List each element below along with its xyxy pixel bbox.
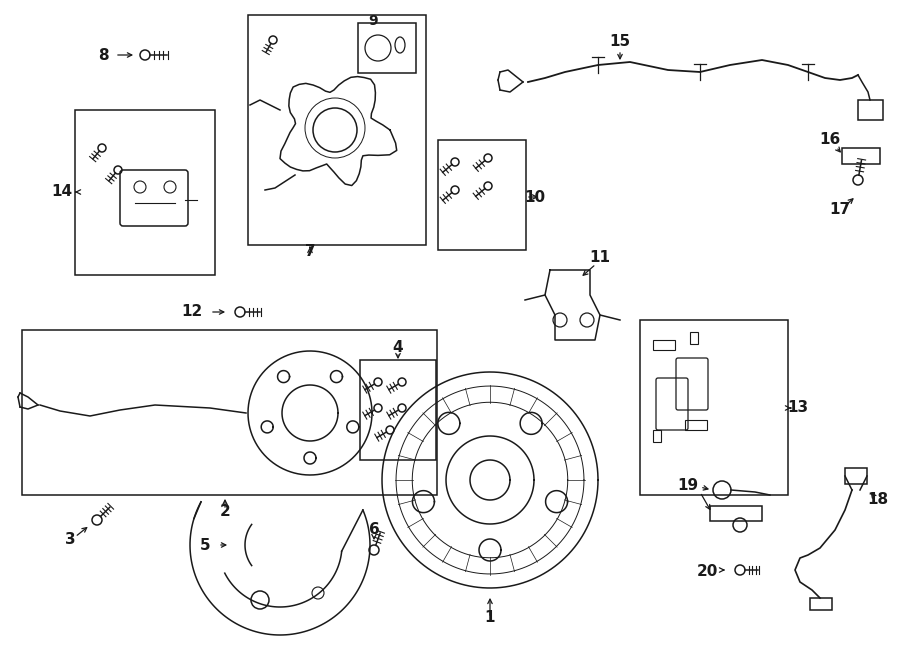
Text: 18: 18 <box>868 493 888 508</box>
Text: 16: 16 <box>819 132 841 148</box>
Text: 19: 19 <box>678 477 698 493</box>
Bar <box>653 430 661 442</box>
Bar <box>248 15 426 245</box>
Text: 20: 20 <box>697 565 717 579</box>
Text: 8: 8 <box>98 48 108 62</box>
Bar <box>842 148 880 164</box>
Bar <box>858 100 883 120</box>
Bar <box>845 468 867 484</box>
Text: 17: 17 <box>830 203 850 218</box>
Bar <box>810 598 832 610</box>
Text: 3: 3 <box>65 532 76 547</box>
Bar <box>358 23 416 73</box>
Bar <box>640 320 788 495</box>
Text: 2: 2 <box>220 504 230 520</box>
Text: 7: 7 <box>305 244 315 260</box>
Text: 6: 6 <box>369 522 380 538</box>
Text: 11: 11 <box>590 250 610 265</box>
Text: 15: 15 <box>609 34 631 50</box>
Bar <box>360 360 436 460</box>
Bar <box>22 330 437 495</box>
Text: 12: 12 <box>182 305 202 320</box>
Bar <box>685 420 707 430</box>
Text: 10: 10 <box>525 189 545 205</box>
Text: 13: 13 <box>788 401 808 416</box>
Bar <box>75 110 215 275</box>
Bar <box>690 332 698 344</box>
Bar <box>653 340 675 350</box>
Text: 1: 1 <box>485 610 495 626</box>
Bar <box>438 140 526 250</box>
Text: 5: 5 <box>200 538 211 553</box>
Bar <box>710 506 762 521</box>
Text: 4: 4 <box>392 340 403 355</box>
Text: 14: 14 <box>51 185 73 199</box>
Text: 9: 9 <box>368 14 378 28</box>
